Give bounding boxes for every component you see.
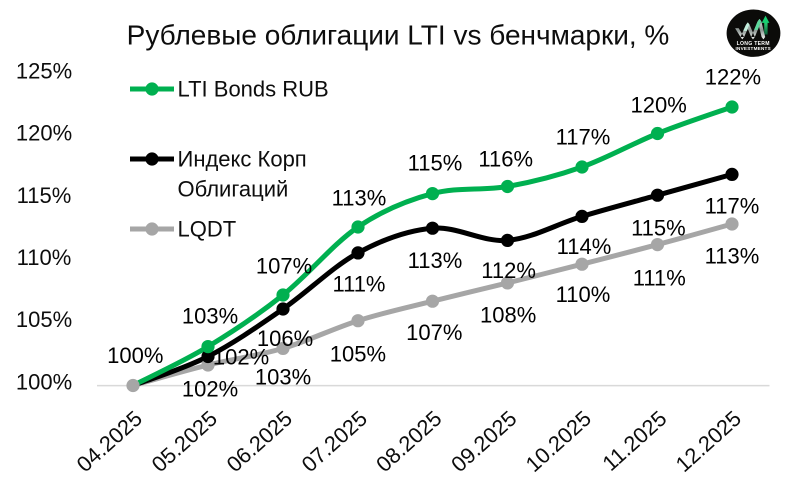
svg-text:12.2025: 12.2025 <box>671 406 746 477</box>
svg-text:116%: 116% <box>478 146 533 171</box>
svg-text:INVESTMENTS: INVESTMENTS <box>735 46 770 51</box>
svg-text:117%: 117% <box>556 125 611 150</box>
svg-text:LTI Bonds RUB: LTI Bonds RUB <box>178 77 329 102</box>
svg-text:114%: 114% <box>557 234 612 259</box>
svg-text:105%: 105% <box>16 307 72 332</box>
svg-text:108%: 108% <box>480 302 536 327</box>
svg-text:10.2025: 10.2025 <box>521 406 596 477</box>
svg-text:111%: 111% <box>633 266 686 291</box>
svg-text:11.2025: 11.2025 <box>597 406 671 476</box>
svg-text:107%: 107% <box>406 320 462 345</box>
svg-text:122%: 122% <box>705 65 761 90</box>
svg-text:05.2025: 05.2025 <box>147 406 222 477</box>
svg-text:LQDT: LQDT <box>178 217 237 242</box>
svg-text:107%: 107% <box>256 254 312 279</box>
svg-text:113%: 113% <box>332 186 387 211</box>
svg-text:110%: 110% <box>17 245 72 270</box>
svg-text:115%: 115% <box>17 183 72 208</box>
svg-text:113%: 113% <box>705 243 760 268</box>
svg-text:120%: 120% <box>631 93 687 118</box>
svg-text:09.2025: 09.2025 <box>446 406 521 477</box>
svg-text:Рублевые облигации LTI vs бенч: Рублевые облигации LTI vs бенчмарки, % <box>127 20 670 51</box>
svg-text:125%: 125% <box>16 59 72 84</box>
svg-text:Индекс Корп: Индекс Корп <box>178 147 307 172</box>
svg-text:Облигаций: Облигаций <box>178 177 289 202</box>
svg-text:07.2025: 07.2025 <box>297 406 372 477</box>
svg-text:117%: 117% <box>705 194 760 219</box>
svg-text:08.2025: 08.2025 <box>371 406 446 477</box>
svg-text:111%: 111% <box>332 272 385 297</box>
svg-text:LONG TERM: LONG TERM <box>737 41 770 47</box>
svg-text:113%: 113% <box>408 248 463 273</box>
svg-text:115%: 115% <box>408 151 463 176</box>
svg-text:103%: 103% <box>182 304 238 329</box>
svg-text:112%: 112% <box>481 258 536 283</box>
svg-text:04.2025: 04.2025 <box>72 406 147 477</box>
svg-text:115%: 115% <box>631 216 686 241</box>
svg-text:103%: 103% <box>255 365 311 390</box>
svg-text:06.2025: 06.2025 <box>222 406 297 477</box>
svg-text:105%: 105% <box>330 342 386 367</box>
svg-text:120%: 120% <box>16 121 72 146</box>
svg-text:110%: 110% <box>556 282 611 307</box>
svg-text:102%: 102% <box>213 345 269 370</box>
svg-text:102%: 102% <box>182 377 238 402</box>
svg-text:106%: 106% <box>257 326 313 351</box>
svg-text:100%: 100% <box>107 343 163 368</box>
svg-text:100%: 100% <box>16 369 72 394</box>
